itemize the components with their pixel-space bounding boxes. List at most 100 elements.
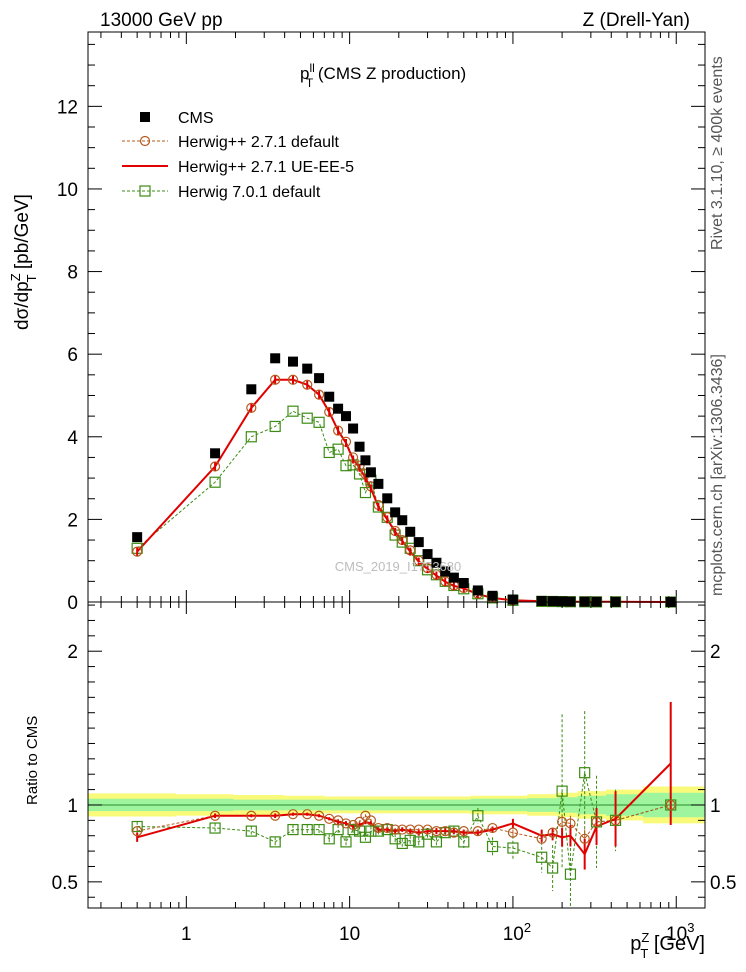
herwig-default-point [209, 461, 221, 472]
herwig-default-point [333, 425, 344, 436]
ratio-herwig-default-point [665, 799, 676, 811]
ratio-herwig-default-point [507, 827, 519, 838]
rivet-label: Rivet 3.1.10, ≥ 400k events [709, 56, 726, 250]
ratio-herwig7-point [404, 834, 416, 846]
ratio-herwig7-point [507, 842, 519, 854]
ratio-herwig7-point [340, 836, 352, 848]
ratio-herwig7-point [269, 836, 281, 848]
cms-point [458, 578, 469, 588]
cms-point [373, 478, 384, 489]
process-label: Z (Drell-Yan) [583, 10, 690, 31]
ratio-herwig-default-point [382, 822, 393, 834]
ratio-ylabel: Ratio to CMS [24, 716, 41, 805]
ratio-herwig-default-point [579, 833, 590, 844]
main-ytick-label: 10 [57, 180, 78, 201]
cms-point [547, 596, 558, 607]
ratio-herwig-default-point [547, 827, 558, 838]
herwig7-point [323, 446, 335, 459]
mcplots-label: mcplots.cern.ch [arXiv:1306.3436] [709, 354, 726, 596]
ratio-ytick-label-right: 0.5 [710, 873, 736, 894]
ratio-herwig-default-point [536, 833, 547, 844]
ratio-ytick-label-right: 2 [710, 642, 721, 663]
cms-point [422, 549, 433, 560]
ratio-herwig7-point [458, 836, 470, 848]
x-tick-label: 1 [181, 924, 192, 945]
ratio-herwig7-point [365, 825, 377, 837]
ratio-herwig7-point [313, 823, 325, 836]
cms-point [413, 537, 424, 548]
ratio-herwig7-line [137, 772, 671, 875]
cms-point [354, 441, 365, 452]
cms-point [507, 594, 518, 605]
ratio-herwig-default-point [448, 827, 459, 838]
herwig7-point [287, 405, 299, 417]
ratio-herwig7-point [301, 823, 313, 836]
cms-point [448, 572, 459, 583]
ratio-herwig7-point [486, 840, 499, 853]
cms-point [246, 384, 257, 395]
ratio-herwig7-point [564, 868, 577, 880]
main-ytick-label: 8 [67, 263, 78, 284]
herwig7-point [372, 501, 384, 513]
ratio-ytick-label: 0.5 [52, 873, 78, 894]
herwig-default-point [302, 379, 313, 390]
ratio-herwig-default-point [270, 810, 281, 821]
ratio-panel: Ratio to CMS 1 10 102 103 0.5 0.5 1 1 2 2 pZ T [Ge… [24, 601, 736, 961]
ratio-herwig7-point [547, 862, 559, 874]
x-axis-label: pZ T [GeV] [630, 930, 705, 961]
herwig7-point [340, 460, 352, 472]
cms-point [440, 566, 451, 577]
ratio-herwig7-point [287, 823, 299, 836]
ratio-herwig-default-point [390, 824, 401, 835]
herwig7-point [359, 486, 372, 499]
ratio-herwig-default-point [458, 826, 469, 837]
ratio-herwig7-point [323, 833, 335, 845]
cms-point [405, 526, 416, 537]
ratio-herwig7-point [209, 822, 221, 834]
cms-point [270, 353, 281, 364]
ratio-herwig7-point [347, 823, 359, 836]
ratio-herwig-default-point [487, 822, 498, 834]
ratio-plot-area: 1 10 102 103 0.5 0.5 1 1 2 2 [52, 601, 736, 945]
ratio-herwig7-point [131, 820, 143, 833]
herwig-default-point [287, 374, 299, 385]
cms-point [210, 448, 221, 459]
ratio-herwig-default-point [209, 810, 221, 821]
herwig7-point [301, 412, 313, 424]
ratio-herwig-default-point [347, 819, 359, 831]
cms-point [360, 455, 371, 466]
ratio-frame [87, 601, 706, 909]
ratio-herwig7-point [245, 825, 257, 837]
ratio-ytick-label: 2 [67, 642, 78, 663]
ratio-herwig-default-point [365, 815, 377, 826]
ratio-herwig-default-point [302, 809, 313, 820]
ratio-herwig7-point [536, 851, 548, 863]
legend-herwig-default-marker [139, 135, 151, 147]
legend-label: Herwig 7.0.1 default [178, 184, 321, 201]
legend-herwig7-marker [139, 185, 151, 197]
energy-label: 13000 GeV pp [100, 10, 223, 31]
legend-label: Herwig++ 2.7.1 UE-EE-5 [178, 159, 354, 176]
legend: CMS Herwig++ 2.7.1 default Herwig++ 2.7.1 … [122, 110, 354, 201]
ratio-herwig-default-point [340, 818, 352, 829]
cms-point [536, 595, 547, 606]
cms-point [382, 493, 393, 504]
herwig-default-point [313, 389, 325, 400]
herwig-default-point [246, 402, 257, 413]
ratio-herwig-default-point [354, 816, 365, 827]
main-ytick-label: 0 [67, 593, 78, 614]
cms-point [302, 363, 313, 374]
main-ytick-label: 12 [57, 97, 78, 118]
ratio-herwig-default-point [397, 824, 408, 835]
main-ytick-label: 6 [67, 345, 78, 366]
x-tick-label: 103 [666, 920, 694, 945]
ratio-herwig7-point [396, 837, 408, 850]
legend-label: Herwig++ 2.7.1 default [178, 134, 340, 151]
cms-point [340, 411, 351, 422]
cms-point [487, 590, 498, 601]
ratio-ytick-label-right: 1 [710, 796, 721, 817]
herwig7-point [209, 476, 221, 488]
x-tick-label: 102 [503, 920, 531, 945]
main-ytick-label: 4 [67, 428, 78, 449]
